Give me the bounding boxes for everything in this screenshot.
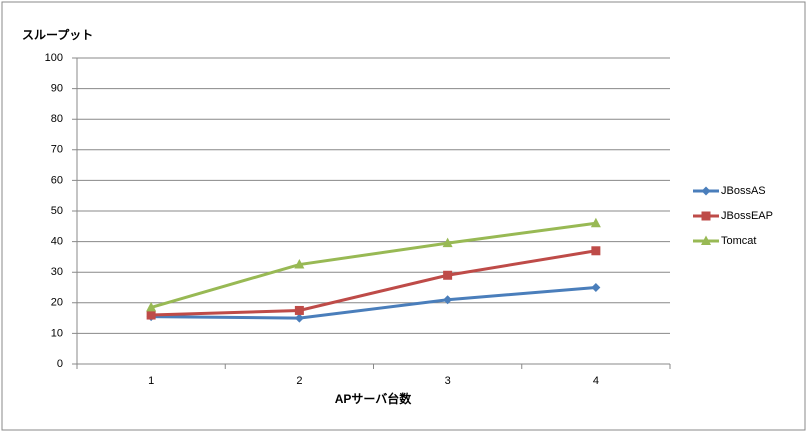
y-tick-label: 80 xyxy=(51,113,63,125)
marker xyxy=(701,235,711,245)
x-tick-label: 3 xyxy=(445,375,451,387)
marker xyxy=(443,295,453,305)
y-tick-label: 60 xyxy=(51,174,63,186)
y-tick-label: 90 xyxy=(51,83,63,95)
marker xyxy=(294,313,304,323)
y-tick-label: 70 xyxy=(51,144,63,156)
y-tick-label: 50 xyxy=(51,205,63,217)
y-axis-title: スループット xyxy=(22,27,93,42)
x-tick-label: 2 xyxy=(296,375,302,387)
series-line xyxy=(151,249,597,317)
x-axis-title: APサーバ台数 xyxy=(335,391,413,406)
marker xyxy=(701,211,711,221)
marker xyxy=(591,283,601,292)
y-tick-label: 30 xyxy=(51,266,63,278)
marker xyxy=(146,301,157,312)
marker xyxy=(591,246,601,256)
legend-label: JBossAS xyxy=(721,185,766,197)
marker xyxy=(294,305,304,315)
marker xyxy=(442,237,453,248)
marker xyxy=(590,217,601,228)
y-tick-label: 100 xyxy=(45,52,63,64)
y-tick-label: 20 xyxy=(51,297,63,309)
y-tick-label: 0 xyxy=(57,358,63,370)
legend-label: Tomcat xyxy=(721,235,756,247)
legend-label: JBossEAP xyxy=(721,210,773,222)
marker xyxy=(294,259,305,269)
marker xyxy=(146,310,156,320)
x-tick-label: 4 xyxy=(593,375,599,387)
marker xyxy=(701,186,711,196)
series-line xyxy=(150,221,597,309)
y-tick-label: 10 xyxy=(51,327,63,339)
series-line xyxy=(151,286,596,320)
x-tick-label: 1 xyxy=(148,375,154,387)
y-tick-label: 40 xyxy=(51,236,63,248)
marker xyxy=(443,270,453,280)
